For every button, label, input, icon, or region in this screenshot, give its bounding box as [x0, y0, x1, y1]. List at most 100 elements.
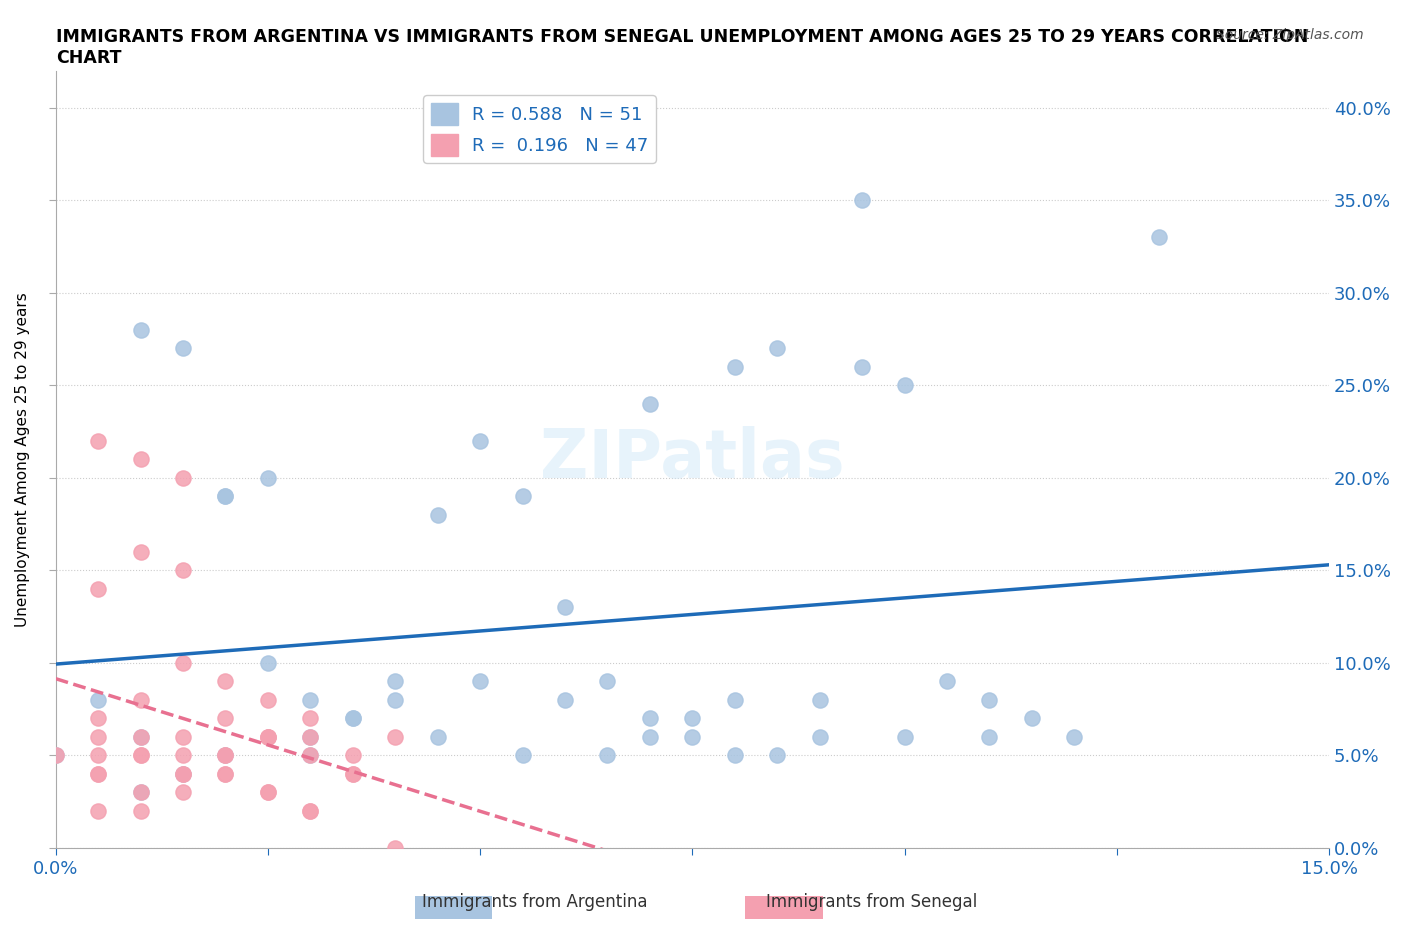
Point [214, 674, 236, 689]
Point [1063, 729, 1085, 744]
Point [596, 674, 619, 689]
Point [129, 323, 152, 338]
Point [87, 766, 110, 781]
Point [299, 804, 322, 818]
Point [808, 693, 831, 708]
Text: Immigrants from Senegal: Immigrants from Senegal [766, 894, 977, 911]
Point [384, 693, 406, 708]
Point [299, 693, 322, 708]
Point [257, 729, 280, 744]
Point [214, 748, 236, 763]
Point [681, 729, 703, 744]
Point [512, 748, 534, 763]
Text: ZIPatlas: ZIPatlas [540, 426, 845, 492]
Point [384, 729, 406, 744]
Point [342, 766, 364, 781]
Point [1147, 230, 1170, 245]
Point [893, 729, 915, 744]
Text: IMMIGRANTS FROM ARGENTINA VS IMMIGRANTS FROM SENEGAL UNEMPLOYMENT AMONG AGES 25 : IMMIGRANTS FROM ARGENTINA VS IMMIGRANTS … [56, 28, 1309, 67]
Text: Source: ZipAtlas.com: Source: ZipAtlas.com [1216, 28, 1364, 42]
Point [638, 729, 661, 744]
Point [596, 748, 619, 763]
Point [724, 748, 747, 763]
Point [129, 785, 152, 800]
Point [724, 693, 747, 708]
Point [979, 729, 1001, 744]
Point [172, 729, 194, 744]
Point [172, 563, 194, 578]
Point [724, 359, 747, 374]
Point [214, 489, 236, 504]
Y-axis label: Unemployment Among Ages 25 to 29 years: Unemployment Among Ages 25 to 29 years [15, 292, 30, 627]
Point [299, 729, 322, 744]
Point [257, 785, 280, 800]
Point [979, 693, 1001, 708]
Point [87, 711, 110, 726]
Point [45, 748, 67, 763]
Point [214, 489, 236, 504]
Point [129, 748, 152, 763]
Point [808, 729, 831, 744]
Point [87, 748, 110, 763]
Point [851, 193, 873, 207]
Point [384, 841, 406, 856]
Point [129, 729, 152, 744]
Point [129, 785, 152, 800]
Point [766, 748, 789, 763]
Point [342, 711, 364, 726]
Point [299, 748, 322, 763]
Point [681, 711, 703, 726]
Point [214, 748, 236, 763]
Point [257, 785, 280, 800]
Point [257, 656, 280, 671]
Point [257, 729, 280, 744]
Text: Immigrants from Argentina: Immigrants from Argentina [422, 894, 647, 911]
Point [851, 359, 873, 374]
Point [893, 378, 915, 392]
Point [45, 748, 67, 763]
Point [766, 341, 789, 356]
Point [384, 674, 406, 689]
Point [512, 489, 534, 504]
Point [638, 711, 661, 726]
Point [129, 804, 152, 818]
Point [87, 581, 110, 596]
Point [129, 748, 152, 763]
Point [214, 711, 236, 726]
Point [172, 766, 194, 781]
Point [129, 693, 152, 708]
Point [87, 766, 110, 781]
Point [129, 452, 152, 467]
Point [257, 729, 280, 744]
Point [172, 766, 194, 781]
Legend: R = 0.588   N = 51, R =  0.196   N = 47: R = 0.588 N = 51, R = 0.196 N = 47 [423, 96, 655, 163]
Point [87, 729, 110, 744]
Point [936, 674, 959, 689]
Point [468, 433, 491, 448]
Point [214, 766, 236, 781]
Point [172, 766, 194, 781]
Point [299, 729, 322, 744]
Point [299, 711, 322, 726]
Point [554, 693, 576, 708]
Point [638, 396, 661, 411]
Point [257, 693, 280, 708]
Point [129, 544, 152, 559]
Point [554, 600, 576, 615]
Point [257, 471, 280, 485]
Point [129, 729, 152, 744]
Point [87, 804, 110, 818]
Point [468, 674, 491, 689]
Point [426, 508, 449, 523]
Point [214, 748, 236, 763]
Point [87, 433, 110, 448]
Point [1021, 711, 1043, 726]
Point [342, 748, 364, 763]
Point [172, 341, 194, 356]
Point [172, 471, 194, 485]
Point [342, 711, 364, 726]
Point [87, 693, 110, 708]
Point [172, 656, 194, 671]
Point [426, 729, 449, 744]
Point [299, 804, 322, 818]
